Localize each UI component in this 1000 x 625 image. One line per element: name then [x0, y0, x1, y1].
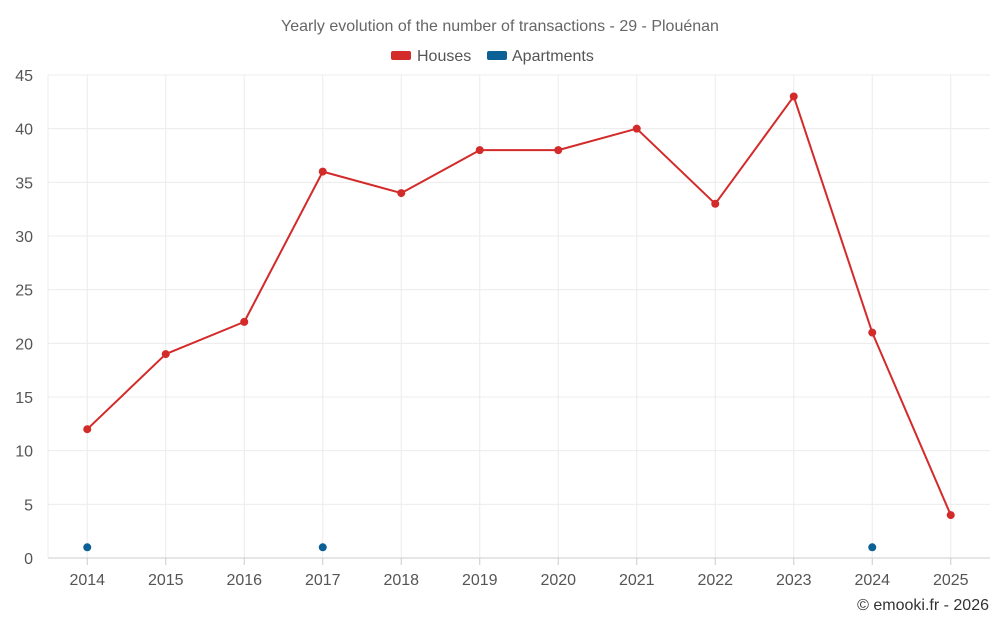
- y-tick-label: 40: [15, 122, 33, 139]
- y-tick-label: 25: [15, 283, 33, 300]
- data-point-apartments-2014[interactable]: [83, 543, 92, 552]
- x-tick-label: 2014: [69, 572, 105, 589]
- x-axis-ticks: 2014 2015 2016 2017 2018 2019 2020 2021 2022 2023…: [69, 572, 968, 589]
- data-point-houses-2024[interactable]: [868, 328, 877, 337]
- legend-item-apartments[interactable]: Apartments: [487, 48, 594, 65]
- x-tick-label: 2015: [148, 572, 184, 589]
- data-point-apartments-2017[interactable]: [318, 543, 327, 552]
- y-tick-label: 5: [24, 497, 33, 514]
- series: [83, 92, 955, 552]
- x-tick-label: 2016: [226, 572, 262, 589]
- legend-swatch-apartments: [487, 51, 507, 60]
- legend-item-houses[interactable]: Houses: [391, 48, 471, 65]
- x-tick-label: 2025: [933, 572, 969, 589]
- data-point-houses-2025[interactable]: [946, 511, 955, 520]
- y-tick-label: 45: [15, 68, 33, 85]
- axes: [48, 557, 990, 565]
- data-point-houses-2020[interactable]: [554, 146, 563, 155]
- data-point-houses-2023[interactable]: [789, 92, 798, 101]
- data-point-apartments-2024[interactable]: [868, 543, 877, 552]
- data-point-houses-2022[interactable]: [711, 199, 720, 208]
- data-point-houses-2021[interactable]: [632, 124, 641, 133]
- y-axis-ticks: 0 5 10 15 20 25 30 35 40 45: [15, 68, 33, 568]
- legend-swatch-houses: [391, 51, 411, 60]
- data-point-houses-2017[interactable]: [318, 167, 327, 176]
- legend-label-houses: Houses: [417, 48, 471, 65]
- credit-text: © emooki.fr - 2026: [857, 597, 989, 614]
- y-tick-label: 30: [15, 229, 33, 246]
- x-tick-label: 2023: [776, 572, 812, 589]
- x-tick-label: 2021: [619, 572, 655, 589]
- y-tick-label: 20: [15, 336, 33, 353]
- x-tick-label: 2018: [383, 572, 419, 589]
- series-houses: [83, 92, 955, 520]
- x-tick-label: 2022: [697, 572, 733, 589]
- x-tick-label: 2017: [305, 572, 341, 589]
- data-point-houses-2016[interactable]: [240, 317, 249, 326]
- series-line-houses: [86, 95, 952, 516]
- y-tick-label: 35: [15, 175, 33, 192]
- data-point-houses-2019[interactable]: [475, 146, 484, 155]
- data-point-houses-2015[interactable]: [161, 350, 170, 359]
- chart-title: Yearly evolution of the number of transa…: [281, 18, 719, 35]
- data-point-houses-2018[interactable]: [397, 189, 406, 198]
- x-tick-label: 2019: [462, 572, 498, 589]
- y-tick-label: 10: [15, 444, 33, 461]
- y-tick-label: 15: [15, 390, 33, 407]
- grid: [47, 74, 990, 558]
- x-tick-label: 2020: [540, 572, 576, 589]
- y-tick-label: 0: [24, 551, 33, 568]
- x-tick-label: 2024: [854, 572, 890, 589]
- legend-label-apartments: Apartments: [512, 48, 594, 65]
- legend: Houses Apartments: [391, 48, 594, 65]
- data-point-houses-2014[interactable]: [83, 425, 92, 434]
- series-apartments: [83, 543, 877, 552]
